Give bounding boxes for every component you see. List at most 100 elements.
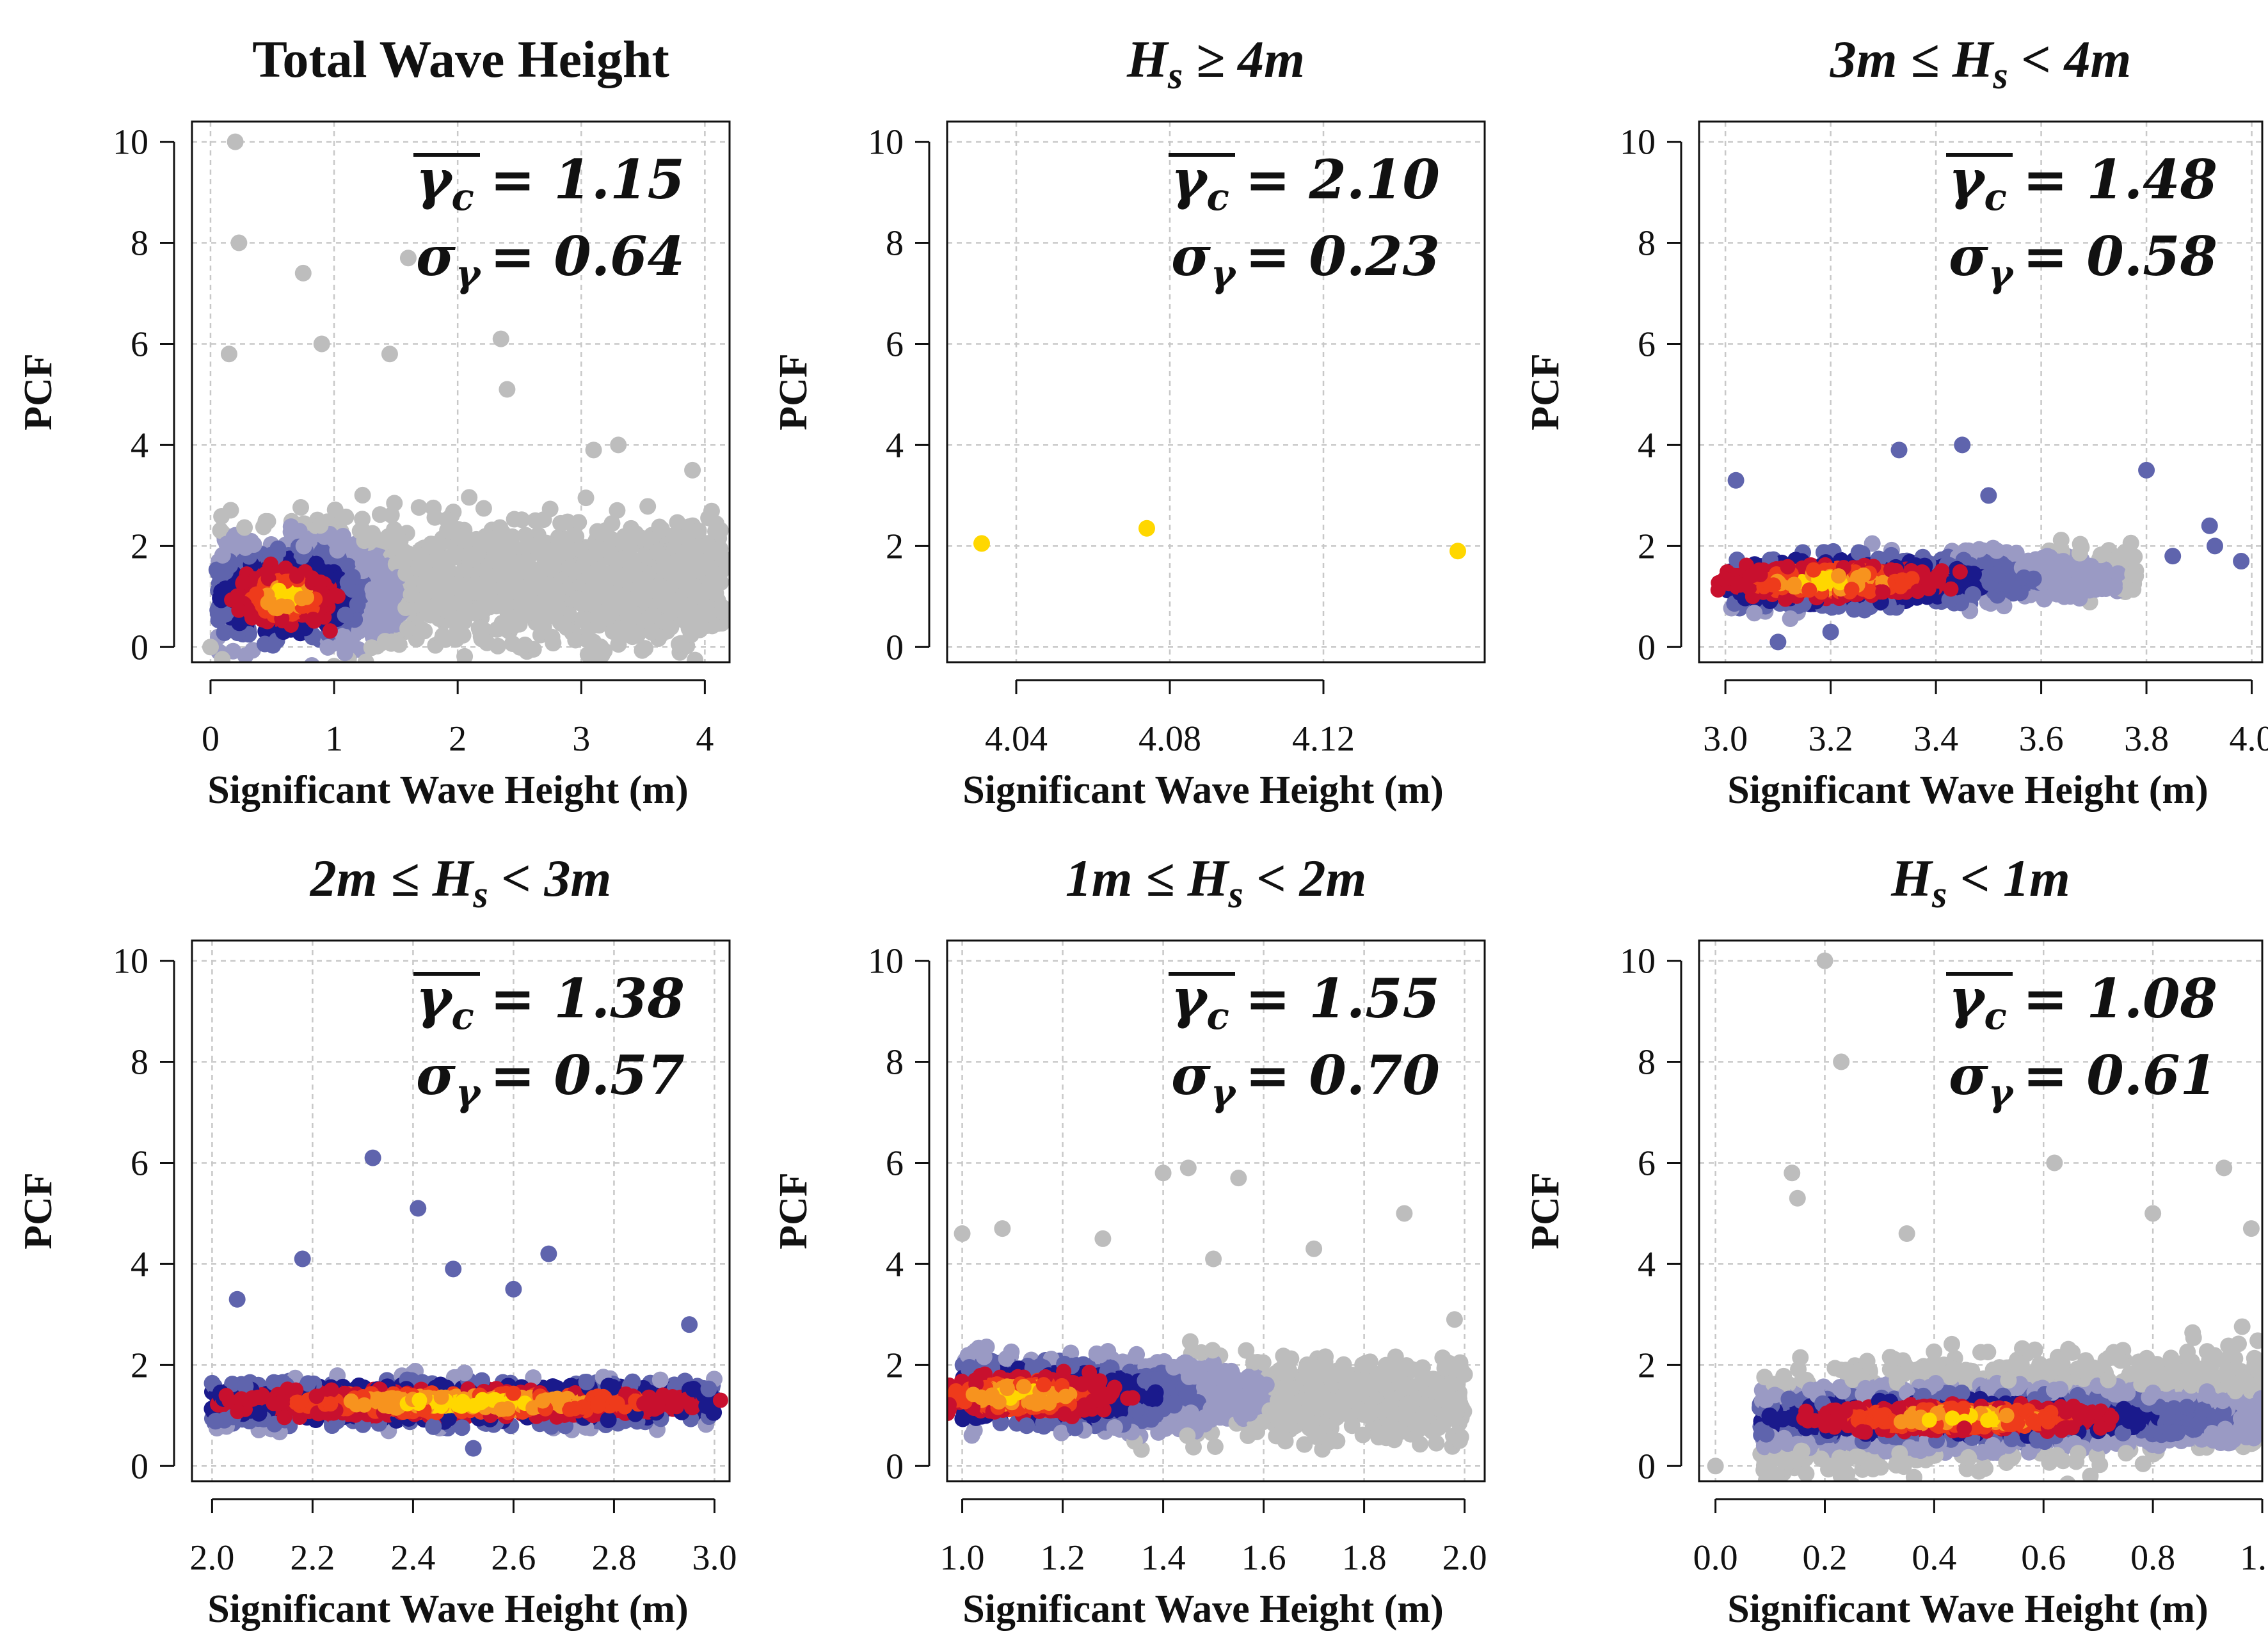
outlier-point bbox=[399, 250, 417, 267]
gamma-mean-symbol: γc bbox=[1949, 148, 2007, 219]
x-tick-label: 3.0 bbox=[1703, 719, 1748, 759]
title-subscript: s bbox=[1167, 54, 1183, 97]
data-point bbox=[540, 551, 557, 568]
data-point bbox=[593, 646, 611, 662]
data-point bbox=[323, 1396, 339, 1412]
data-point bbox=[638, 611, 655, 628]
data-point bbox=[495, 1401, 511, 1417]
data-point bbox=[366, 619, 383, 636]
data-point bbox=[354, 486, 371, 504]
x-tick-label: 2.2 bbox=[290, 1538, 335, 1578]
data-point bbox=[292, 1410, 308, 1426]
x-axis-label: Significant Wave Height (m) bbox=[1727, 768, 2208, 812]
data-point bbox=[639, 498, 657, 515]
data-point bbox=[212, 522, 229, 539]
data-point bbox=[236, 519, 253, 536]
data-point bbox=[454, 563, 472, 580]
data-point bbox=[383, 635, 400, 652]
data-point bbox=[463, 584, 480, 601]
data-point bbox=[472, 628, 490, 645]
data-point bbox=[598, 589, 616, 607]
data-point bbox=[561, 560, 578, 577]
data-point bbox=[337, 644, 354, 662]
outlier-point bbox=[465, 1440, 482, 1457]
data-point bbox=[1862, 584, 1878, 600]
outlier-point bbox=[2164, 548, 2182, 565]
y-tick-label: 4 bbox=[131, 425, 148, 465]
data-point bbox=[582, 565, 599, 582]
data-point bbox=[231, 602, 247, 618]
data-point bbox=[319, 639, 337, 656]
data-point bbox=[627, 525, 644, 542]
data-point bbox=[292, 499, 310, 516]
data-point bbox=[557, 531, 575, 548]
data-point bbox=[712, 1392, 728, 1408]
sigma-symbol: σγ bbox=[1949, 225, 2015, 296]
data-point bbox=[456, 1364, 474, 1381]
y-tick-label: 2 bbox=[886, 527, 904, 566]
x-tick-label: 3.0 bbox=[692, 1538, 737, 1578]
data-point bbox=[260, 571, 276, 587]
outlier-point bbox=[499, 381, 516, 398]
y-tick-label: 10 bbox=[113, 123, 148, 163]
data-point bbox=[609, 502, 626, 519]
data-point bbox=[328, 587, 344, 603]
y-tick-label: 6 bbox=[886, 324, 904, 364]
outlier-point bbox=[364, 1149, 381, 1166]
outlier-point bbox=[381, 346, 398, 363]
data-point bbox=[450, 528, 467, 546]
x-axis-label: Significant Wave Height (m) bbox=[207, 1587, 688, 1631]
y-tick-label: 10 bbox=[1620, 123, 1656, 163]
data-point bbox=[2054, 553, 2072, 570]
title-symbol: H bbox=[1952, 30, 1995, 88]
data-point bbox=[1989, 566, 2006, 583]
sigma-value: = 0.23 bbox=[1245, 225, 1440, 288]
x-tick-label: 2.6 bbox=[491, 1538, 536, 1578]
data-point bbox=[506, 1385, 522, 1401]
data-point bbox=[308, 1388, 324, 1404]
data-point bbox=[589, 523, 606, 540]
outlier-point bbox=[445, 1260, 462, 1278]
outlier-point bbox=[1954, 436, 1971, 454]
data-point bbox=[708, 566, 726, 584]
data-point bbox=[337, 508, 355, 525]
outlier-point bbox=[230, 234, 248, 251]
gamma-mean-symbol: γc bbox=[416, 967, 474, 1038]
data-point bbox=[231, 614, 248, 632]
plot-frame bbox=[191, 120, 731, 664]
data-point bbox=[501, 528, 518, 546]
data-point bbox=[705, 1404, 723, 1421]
title-relation: ≥ 4m bbox=[1183, 30, 1305, 88]
sigma-symbol: σγ bbox=[416, 1044, 482, 1115]
title-subscript: s bbox=[1992, 54, 2008, 97]
plot-frame bbox=[191, 939, 731, 1482]
data-point bbox=[543, 580, 561, 597]
outlier-point bbox=[1890, 441, 1908, 459]
y-tick-label: 0 bbox=[131, 628, 148, 667]
y-tick-label: 10 bbox=[868, 123, 904, 163]
data-point bbox=[1745, 568, 1761, 584]
x-tick-label: 3.4 bbox=[1913, 719, 1958, 759]
title-prefix: 2m ≤ bbox=[310, 849, 433, 907]
panel-title: 2m ≤ Hs < 3m bbox=[310, 849, 611, 916]
data-point bbox=[659, 582, 676, 599]
data-point bbox=[343, 1393, 359, 1409]
outlier-point bbox=[1980, 487, 1997, 504]
gamma-mean-symbol: γc bbox=[1171, 148, 1229, 219]
outlier-point bbox=[690, 522, 707, 539]
data-point bbox=[2122, 534, 2139, 552]
data-point bbox=[562, 1401, 578, 1417]
data-point bbox=[1786, 576, 1802, 592]
x-tick-label: 4.12 bbox=[1292, 719, 1355, 759]
data-point bbox=[456, 648, 474, 662]
data-point bbox=[577, 489, 595, 507]
data-point bbox=[1805, 562, 1821, 578]
data-point bbox=[383, 507, 400, 524]
y-axis-label: PCF bbox=[17, 1172, 60, 1250]
data-point bbox=[636, 1395, 652, 1411]
data-point bbox=[213, 508, 230, 525]
data-point bbox=[687, 651, 704, 662]
data-point bbox=[541, 500, 559, 518]
